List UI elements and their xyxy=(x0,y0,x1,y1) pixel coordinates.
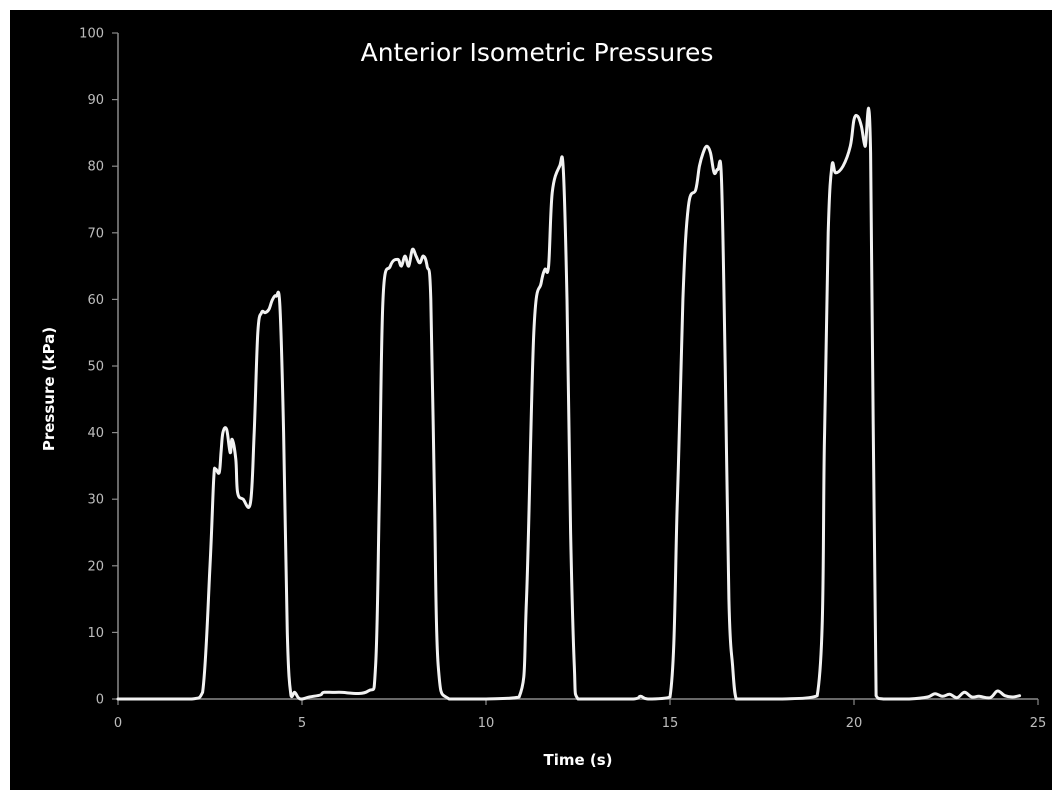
y-tick-label: 60 xyxy=(87,293,104,308)
y-tick-label: 50 xyxy=(87,360,104,375)
y-axis-ticks: 0 10 20 30 40 50 60 70 80 90 100 xyxy=(79,27,118,708)
chart-svg: Anterior Isometric Pressures 01020304050… xyxy=(10,10,1052,790)
x-axis-title: Time (s) xyxy=(543,751,612,769)
x-axis-ticks: 0 5 10 15 20 25 xyxy=(114,699,1046,731)
y-axis-title: Pressure (kPa) xyxy=(40,327,58,451)
y-tick-label: 100 xyxy=(79,27,104,42)
y-tick-label: 90 xyxy=(87,93,104,108)
chart-title: Anterior Isometric Pressures xyxy=(361,38,714,67)
y-tick-label: 80 xyxy=(87,160,104,175)
x-tick-label: 20 xyxy=(846,716,863,731)
y-tick-label: 0 xyxy=(96,693,104,708)
x-tick-label: 0 xyxy=(114,716,122,731)
pressure-series-line xyxy=(116,106,1022,701)
x-tick-label: 10 xyxy=(478,716,495,731)
y-tick-label: 70 xyxy=(87,226,104,241)
y-tick-label: 30 xyxy=(87,493,104,508)
y-tick-label: 20 xyxy=(87,559,104,574)
x-tick-label: 15 xyxy=(662,716,679,731)
y-tick-label: 10 xyxy=(87,626,104,641)
x-tick-label: 5 xyxy=(298,716,306,731)
x-tick-label: 25 xyxy=(1030,716,1047,731)
y-tick-label: 40 xyxy=(87,426,104,441)
